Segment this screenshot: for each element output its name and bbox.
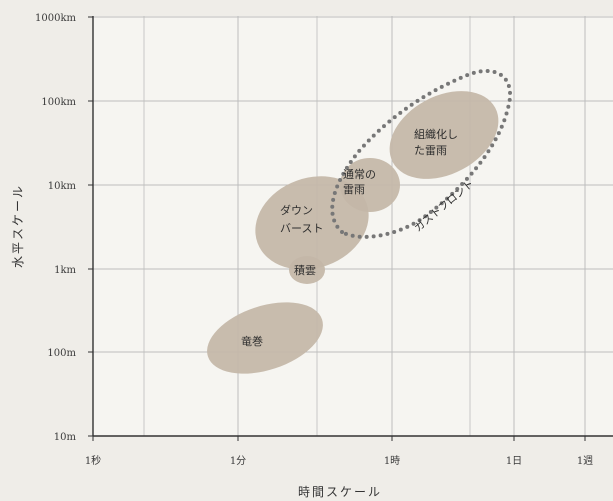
region-group: [207, 91, 499, 374]
label-downburst: ダウンバースト: [280, 203, 323, 235]
y-tick-label: 100m: [47, 348, 76, 359]
x-tick-label: 1時: [384, 455, 400, 467]
y-axis-title: 水平スケール: [11, 184, 25, 268]
region-tornado: [207, 302, 323, 374]
label-ordinary-thunderstorm: 通常の雷雨: [343, 168, 376, 196]
y-tick-label: 1km: [54, 265, 76, 276]
gust-front-outline: [330, 69, 512, 239]
x-tick-label: 1秒: [85, 454, 101, 467]
y-tick-label: 10m: [54, 432, 77, 443]
region-organized-thunderstorm: [389, 91, 499, 179]
gust-front-group: [330, 69, 512, 239]
region-downburst: [255, 176, 369, 270]
label-organized-thunderstorm: 組織化した雷雨: [414, 127, 458, 157]
x-axis-title: 時間スケール: [298, 485, 382, 499]
label-cumulus: 積雲: [294, 263, 316, 277]
y-tick-label: 10km: [48, 181, 77, 192]
x-tick-label: 1日: [506, 456, 522, 467]
region-ordinary-thunderstorm: [340, 158, 400, 212]
x-tick-label: 1分: [230, 455, 246, 467]
axes: 1秒 1分 1時 1日 1週 10m 100m 1km 10km 100km 1000km 時間スケー…: [11, 13, 613, 499]
y-tick-label: 1000km: [35, 13, 77, 24]
y-tick-label: 100km: [41, 97, 76, 108]
label-tornado: 竜巻: [241, 334, 263, 348]
x-tick-label: 1週: [577, 455, 593, 467]
